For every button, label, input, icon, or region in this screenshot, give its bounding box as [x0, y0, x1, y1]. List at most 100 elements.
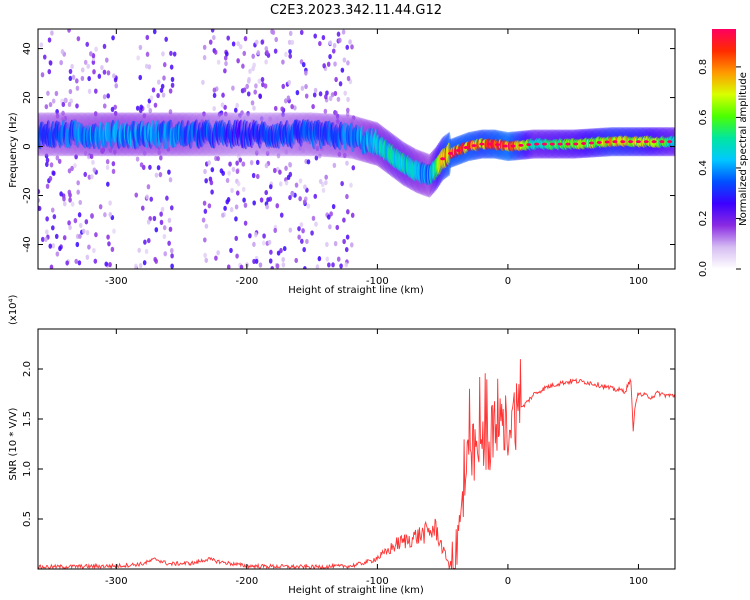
- noise-point: [152, 215, 157, 222]
- noise-point: [134, 263, 138, 269]
- noise-point: [311, 215, 316, 221]
- peak-marker: [487, 142, 493, 146]
- noise-point: [216, 250, 220, 256]
- noise-point: [51, 225, 55, 231]
- noise-point: [290, 104, 294, 110]
- peak-marker: [557, 142, 563, 146]
- noise-point: [102, 69, 107, 75]
- noise-point: [159, 211, 163, 217]
- noise-point: [148, 108, 153, 114]
- colorbar-tick-label: 0.6: [698, 109, 709, 125]
- track-point: [672, 135, 675, 147]
- noise-point: [57, 158, 62, 164]
- noise-point: [161, 51, 165, 57]
- noise-point: [261, 240, 266, 246]
- noise-point: [221, 212, 225, 218]
- noise-point: [158, 172, 163, 178]
- noise-point: [67, 189, 72, 195]
- noise-point: [322, 63, 326, 69]
- noise-point: [342, 238, 346, 245]
- noise-point: [52, 214, 57, 220]
- noise-point: [168, 177, 173, 183]
- noise-point: [350, 44, 354, 50]
- noise-point: [286, 174, 291, 180]
- noise-point: [331, 203, 336, 210]
- spectrogram-y-tick-label: 20: [22, 91, 33, 104]
- noise-point: [221, 170, 225, 176]
- noise-point: [254, 83, 258, 89]
- noise-point: [209, 180, 214, 186]
- noise-point: [273, 167, 277, 174]
- noise-point: [243, 36, 248, 42]
- colorbar-tick-label: 0.8: [698, 59, 709, 75]
- noise-point: [330, 92, 335, 98]
- peak-marker: [541, 142, 547, 146]
- noise-point: [338, 81, 343, 87]
- noise-point: [78, 222, 83, 229]
- noise-point: [210, 189, 214, 195]
- noise-point: [153, 102, 158, 108]
- noise-point: [273, 227, 278, 233]
- peak-marker: [502, 144, 508, 148]
- noise-point: [284, 180, 289, 186]
- noise-point: [61, 101, 66, 108]
- noise-point: [245, 83, 249, 89]
- spectrogram-x-axis-label: Height of straight line (km): [288, 285, 424, 296]
- noise-point: [324, 180, 328, 186]
- noise-point: [242, 87, 247, 93]
- noise-point: [142, 260, 147, 266]
- noise-point: [162, 75, 166, 81]
- noise-point: [229, 247, 233, 254]
- noise-point: [314, 155, 319, 161]
- noise-point: [161, 92, 166, 98]
- noise-point: [55, 251, 60, 257]
- noise-point: [110, 106, 115, 112]
- noise-point: [252, 105, 256, 111]
- noise-point: [145, 51, 150, 57]
- noise-point: [220, 102, 225, 108]
- noise-point: [339, 263, 343, 269]
- noise-point: [68, 197, 72, 203]
- noise-point: [247, 76, 251, 83]
- noise-point: [306, 203, 311, 209]
- noise-point: [306, 159, 311, 165]
- noise-point: [48, 175, 53, 182]
- noise-point: [202, 54, 207, 61]
- noise-point: [238, 44, 243, 50]
- noise-point: [234, 235, 239, 242]
- noise-point: [156, 92, 160, 99]
- noise-point: [140, 205, 145, 211]
- noise-point: [85, 254, 90, 260]
- peak-marker: [565, 142, 571, 146]
- noise-point: [48, 243, 53, 249]
- noise-point: [346, 60, 350, 66]
- noise-point: [87, 75, 91, 82]
- noise-point: [202, 44, 207, 50]
- noise-point: [332, 42, 337, 49]
- noise-point: [172, 51, 177, 57]
- noise-point: [341, 29, 346, 35]
- noise-point: [318, 40, 322, 47]
- noise-point: [236, 41, 241, 47]
- noise-point: [104, 57, 109, 63]
- noise-point: [112, 228, 116, 234]
- noise-point: [225, 177, 230, 184]
- noise-point: [238, 157, 243, 163]
- noise-point: [252, 258, 256, 265]
- noise-point: [90, 212, 94, 219]
- noise-point: [164, 36, 168, 42]
- noise-point: [229, 207, 234, 213]
- noise-point: [70, 201, 75, 207]
- noise-point: [45, 161, 49, 167]
- noise-point: [311, 103, 315, 110]
- noise-point: [170, 253, 174, 259]
- noise-point: [154, 172, 159, 178]
- noise-point: [112, 73, 116, 79]
- noise-point: [107, 241, 111, 247]
- noise-point: [283, 98, 288, 104]
- noise-point: [144, 248, 149, 255]
- snr-multiplier-label: (x10⁴): [8, 294, 19, 325]
- noise-point: [76, 36, 81, 42]
- noise-point: [168, 88, 173, 94]
